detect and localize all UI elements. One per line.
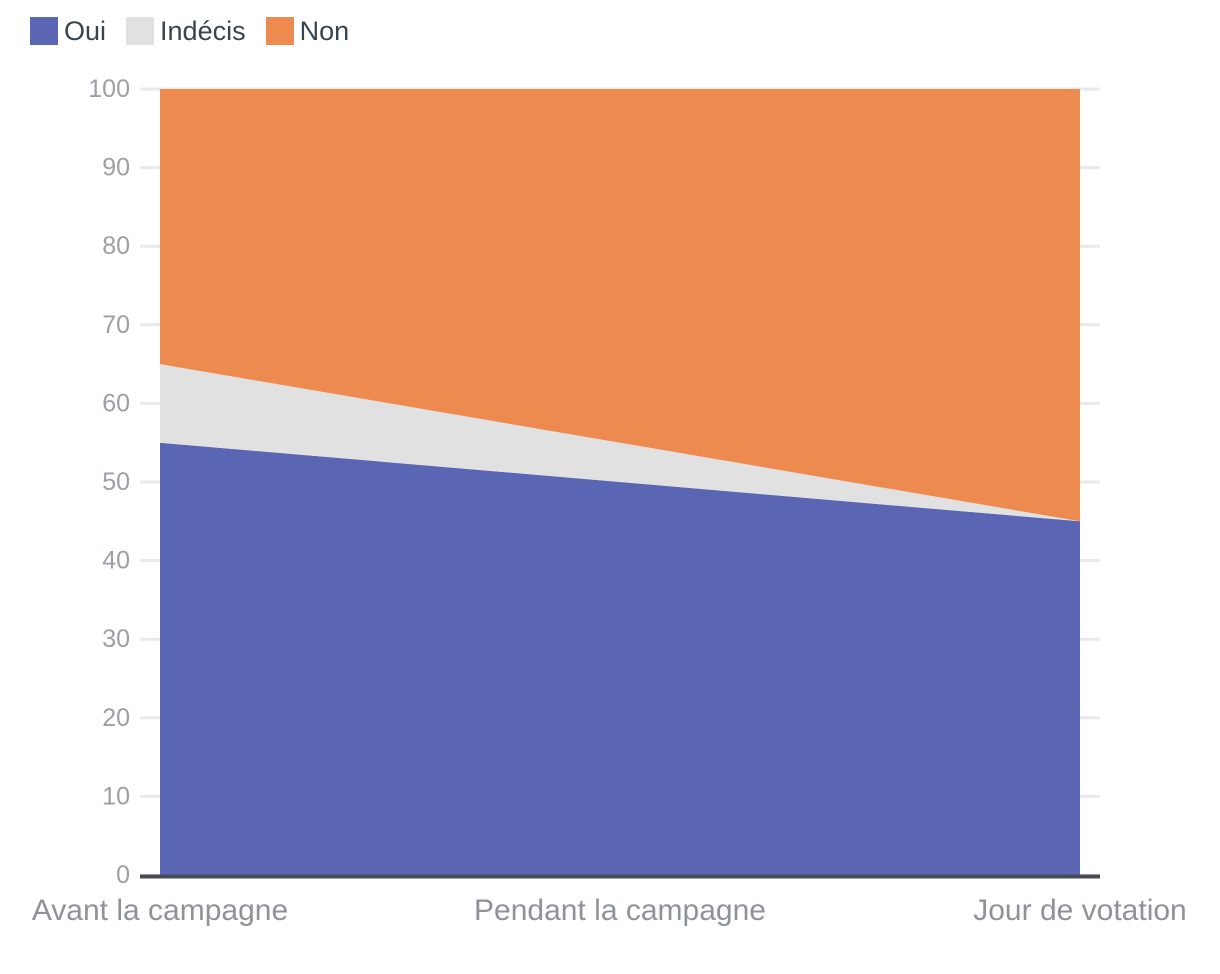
legend-swatch-icon [126, 17, 155, 45]
legend-swatch-icon [265, 17, 294, 45]
legend-swatch-icon [30, 17, 58, 45]
y-axis-label-90: 90 [102, 154, 130, 182]
area-series-oui [160, 442, 1080, 875]
legend-item-oui: Oui [30, 16, 106, 46]
y-axis-label-20: 20 [102, 704, 130, 732]
y-axis-label-10: 10 [102, 782, 130, 810]
legend: Oui Indécis Non [30, 16, 349, 46]
x-axis-label: Avant la campagne [32, 894, 288, 927]
y-axis-label-60: 60 [102, 389, 130, 417]
y-axis-label-70: 70 [102, 311, 130, 339]
y-axis-label-0: 0 [116, 861, 130, 889]
legend-item-non: Non [265, 16, 350, 46]
x-axis-label: Jour de votation [973, 894, 1186, 927]
y-axis-label-40: 40 [102, 547, 130, 575]
y-axis-label-30: 30 [102, 625, 130, 653]
legend-label: Indécis [160, 16, 246, 46]
legend-label: Non [299, 16, 350, 46]
legend-item-indecis: Indécis [126, 16, 246, 46]
y-axis-label-50: 50 [102, 468, 130, 496]
y-axis-label-100: 100 [88, 75, 130, 103]
x-axis-label: Pendant la campagne [474, 894, 766, 927]
y-axis-label-80: 80 [102, 232, 130, 260]
area-series-non [160, 89, 1080, 522]
legend-label: Oui [64, 16, 107, 46]
